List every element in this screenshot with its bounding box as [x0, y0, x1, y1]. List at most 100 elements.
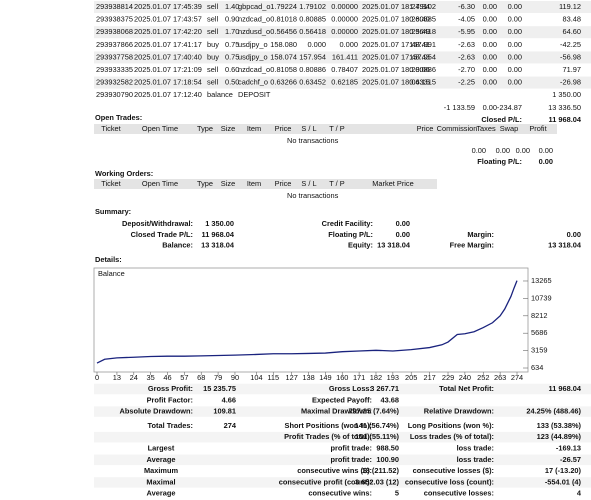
x-tick-label: 90 [231, 373, 239, 382]
field-value: 797.85 (7.64%) [348, 407, 399, 416]
row-band [94, 477, 591, 488]
field-label: Long Positions (won %): [408, 421, 494, 430]
trade-cell: 2025.01.07 17:42:20 [134, 27, 202, 36]
x-tick-label: 104 [250, 373, 262, 382]
trade-cell: 1.79102 [299, 2, 326, 11]
trade-cell: 1.79224 [270, 2, 297, 11]
trade-cell: 0.00 [508, 15, 522, 24]
trade-cell: 0.00 [483, 27, 497, 36]
trade-cell: 157.991 [409, 40, 436, 49]
column-header: Open Time [142, 124, 178, 133]
trade-cell: sell [207, 15, 218, 24]
closed-pl-value: 11 968.04 [549, 115, 582, 124]
field-value: -169.13 [556, 443, 581, 452]
column-header: S / L [301, 124, 316, 133]
field-label: profit trade: [331, 455, 372, 464]
x-tick-label: 240 [459, 373, 471, 382]
trade-cell: 0.56418 [299, 27, 326, 36]
x-tick-label: 115 [267, 373, 279, 382]
column-header: Size [221, 124, 235, 133]
x-tick-label: 35 [147, 373, 155, 382]
floating-pl-label: Floating P/L: [477, 157, 522, 166]
trade-cell: 157.954 [409, 52, 436, 61]
x-tick-label: 217 [423, 373, 435, 382]
trade-cell: usdjpy_o [238, 40, 268, 49]
column-header: T / P [329, 179, 345, 188]
total-cell: 0.00 [472, 146, 486, 155]
trade-cell: 2025.01.07 17:40:40 [134, 52, 202, 61]
trade-cell: -2.63 [458, 52, 475, 61]
trade-cell: 0.90 [225, 15, 239, 24]
x-tick-label: 171 [353, 373, 365, 382]
field-value: 988.50 [376, 443, 399, 452]
field-value: 151 (55.11%) [355, 432, 400, 441]
trade-cell: -26.98 [560, 78, 581, 87]
trade-cell: 293938068 [96, 27, 133, 36]
field-value: 0.00 [396, 219, 410, 228]
x-tick-label: 205 [405, 373, 417, 382]
total-cell: 0.00 [483, 103, 497, 112]
total-cell: -1 133.59 [444, 103, 475, 112]
field-value: 4.66 [222, 395, 236, 404]
field-value: 13 318.04 [201, 241, 235, 250]
section-title: Open Trades: [95, 113, 142, 122]
trade-cell: 2025.01.07 18:24:34 [362, 2, 430, 11]
column-header: Item [247, 179, 261, 188]
column-header: Ticket [101, 124, 120, 133]
total-cell: -234.87 [497, 103, 522, 112]
column-header: Type [197, 179, 213, 188]
field-value: 11 968.04 [549, 384, 582, 393]
section-title: Details: [95, 255, 122, 264]
x-tick-label: 57 [180, 373, 188, 382]
trade-cell: 2025.01.07 17:45:39 [134, 2, 202, 11]
trade-cell: 0.00 [483, 15, 497, 24]
section-title: Summary: [95, 207, 131, 216]
trade-cell: 158.080 [270, 40, 297, 49]
x-tick-label: 193 [387, 373, 399, 382]
x-tick-label: 263 [494, 373, 506, 382]
field-value: 0.00 [567, 230, 581, 239]
trade-cell: 0.80886 [299, 65, 326, 74]
field-value: 24.25% (488.46) [526, 407, 581, 416]
trade-cell: 0.00 [508, 27, 522, 36]
column-header: S / L [301, 179, 316, 188]
trade-cell: 83.48 [563, 15, 582, 24]
field-label: Deposit/Withdrawal: [122, 219, 193, 228]
trade-cell: -42.25 [560, 40, 581, 49]
x-tick-label: 252 [477, 373, 489, 382]
row-band [94, 406, 591, 417]
trade-cell: 0.00 [508, 2, 522, 11]
field-label: Equity: [348, 241, 373, 250]
row-label: Maximal [146, 477, 175, 486]
x-tick-label: 127 [285, 373, 297, 382]
field-value: 13 318.04 [377, 241, 411, 250]
row-band [94, 383, 591, 395]
trade-cell: 293933335 [96, 65, 133, 74]
trade-cell: 1.40 [225, 2, 239, 11]
total-cell: 0.00 [516, 146, 530, 155]
column-header: Price [417, 124, 434, 133]
field-label: Profit Factor: [147, 395, 193, 404]
field-label: profit trade: [331, 443, 372, 452]
trade-cell: 2025.01.07 18:29:49 [362, 27, 430, 36]
x-tick-label: 229 [442, 373, 454, 382]
trade-cell: 0.78407 [331, 65, 358, 74]
deposit-cell: 293930790 [96, 90, 133, 99]
trade-cell: 1.79102 [409, 2, 436, 11]
x-tick-label: 24 [130, 373, 138, 382]
field-value: 3 652.03 (12) [355, 477, 400, 486]
trade-cell: 2025.01.07 18:04:15 [362, 78, 430, 87]
field-value: -26.57 [560, 455, 581, 464]
y-tick-label: 5686 [531, 328, 547, 337]
x-tick-label: 0 [95, 373, 99, 382]
field-label: Maximal Drawdown: [301, 407, 372, 416]
trade-cell: 293932582 [96, 78, 133, 87]
field-label: Free Margin: [450, 241, 494, 250]
trade-cell: nzdusd_o [238, 27, 270, 36]
trade-cell: sell [207, 27, 218, 36]
y-tick-label: 634 [531, 363, 543, 372]
trade-cell: -5.95 [458, 27, 475, 36]
column-header: Market Price [372, 179, 413, 188]
trade-cell: 293937866 [96, 40, 133, 49]
trade-cell: 0.81058 [270, 65, 297, 74]
